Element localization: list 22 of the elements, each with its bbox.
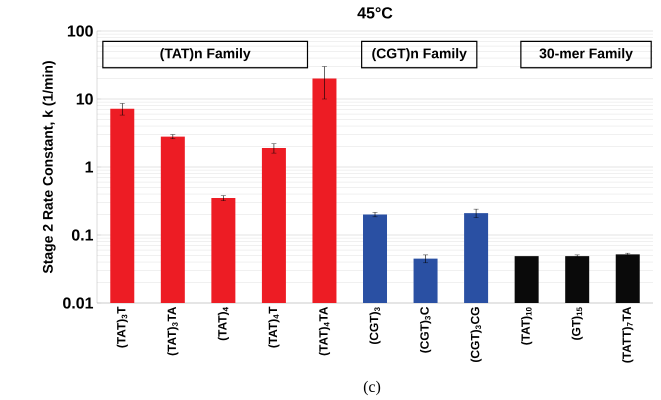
x-tick-label: (TAT)$_{3}$TA — [167, 306, 178, 356]
x-tick-label: (GT)$_{15}$ — [572, 307, 583, 340]
x-tick-label: (CGT)$_{3}$C — [420, 306, 432, 353]
x-tick-label: (CGT)$_{3}$ — [369, 307, 381, 344]
x-tick-label: (CGT)$_{3}$CG — [470, 307, 482, 362]
x-tick-label: (TAT)$_{4}$ — [218, 307, 229, 340]
y-tick-label: 10 — [76, 93, 93, 105]
annotation: (TAT)n Family — [160, 48, 251, 62]
y-tick-label: 0.01 — [63, 297, 94, 309]
text: (c) — [364, 380, 380, 396]
annotation: (CGT)n Family — [372, 48, 467, 62]
y-tick-label: 0.1 — [72, 229, 94, 241]
y-axis-title: Stage 2 Rate Constant, k (1/min) — [42, 61, 56, 274]
y-tick-label: 100 — [68, 25, 93, 37]
x-tick-label: (TAT)$_{4}$TA — [318, 306, 330, 356]
x-tick-label: (TAT)$_{3}$T — [116, 306, 128, 348]
y-tick-label: 1 — [86, 162, 94, 172]
chart-title: 45°C — [357, 7, 392, 19]
x-tick-label: (TATT)$_{7}$TA — [622, 306, 634, 363]
x-tick-label: (TAT)$_{4}$T — [268, 306, 280, 348]
annotation: 30-mer Family — [539, 48, 633, 62]
x-tick-label: (TAT)$_{10}$ — [521, 307, 532, 345]
